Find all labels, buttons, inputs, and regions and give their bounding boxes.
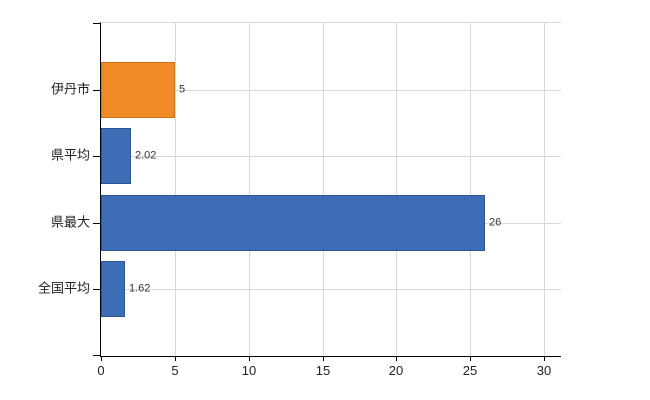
y-axis-tick <box>93 355 100 356</box>
vertical-gridline <box>249 23 250 356</box>
x-tick-label-5: 5 <box>171 363 179 378</box>
vertical-gridline <box>396 23 397 356</box>
y-axis-tick <box>93 223 100 224</box>
bar-伊丹市 <box>101 62 175 118</box>
horizontal-gridline <box>101 289 561 290</box>
vertical-gridline <box>470 23 471 356</box>
bar-value-label: 2.02 <box>135 149 157 162</box>
bar-value-label: 1.62 <box>129 282 151 295</box>
x-tick-label-30: 30 <box>536 363 552 378</box>
bar-全国平均 <box>101 261 125 317</box>
category-label-県平均: 県平均 <box>50 147 90 163</box>
x-tick-label-25: 25 <box>462 363 478 378</box>
x-tick-label-15: 15 <box>315 363 331 378</box>
category-label-全国平均: 全国平均 <box>37 280 90 296</box>
x-axis-tick <box>175 356 176 361</box>
x-axis-tick <box>470 356 471 361</box>
plot-area: 5 2.02 26 1.62 <box>93 22 561 361</box>
bar-value-label: 5 <box>179 83 186 96</box>
bar-県最大 <box>101 195 485 251</box>
x-tick-label-0: 0 <box>97 363 105 378</box>
y-axis-tick <box>93 156 100 157</box>
x-axis-tick <box>101 356 102 361</box>
horizontal-gridline <box>101 156 561 157</box>
x-axis-tick <box>323 356 324 361</box>
category-label-伊丹市: 伊丹市 <box>50 81 90 97</box>
x-tick-label-10: 10 <box>241 363 257 378</box>
vertical-gridline <box>544 23 545 356</box>
vertical-gridline <box>323 23 324 356</box>
bar-県平均 <box>101 128 131 184</box>
y-axis-tick <box>93 23 100 24</box>
x-axis-tick <box>249 356 250 361</box>
horizontal-gridline <box>101 90 561 91</box>
category-label-県最大: 県最大 <box>50 214 90 230</box>
bar-value-label: 26 <box>489 216 502 229</box>
y-axis-tick <box>93 289 100 290</box>
x-tick-label-20: 20 <box>388 363 404 378</box>
vertical-gridline <box>175 23 176 356</box>
y-axis-tick <box>93 90 100 91</box>
x-axis-tick <box>396 356 397 361</box>
x-axis-tick <box>544 356 545 361</box>
